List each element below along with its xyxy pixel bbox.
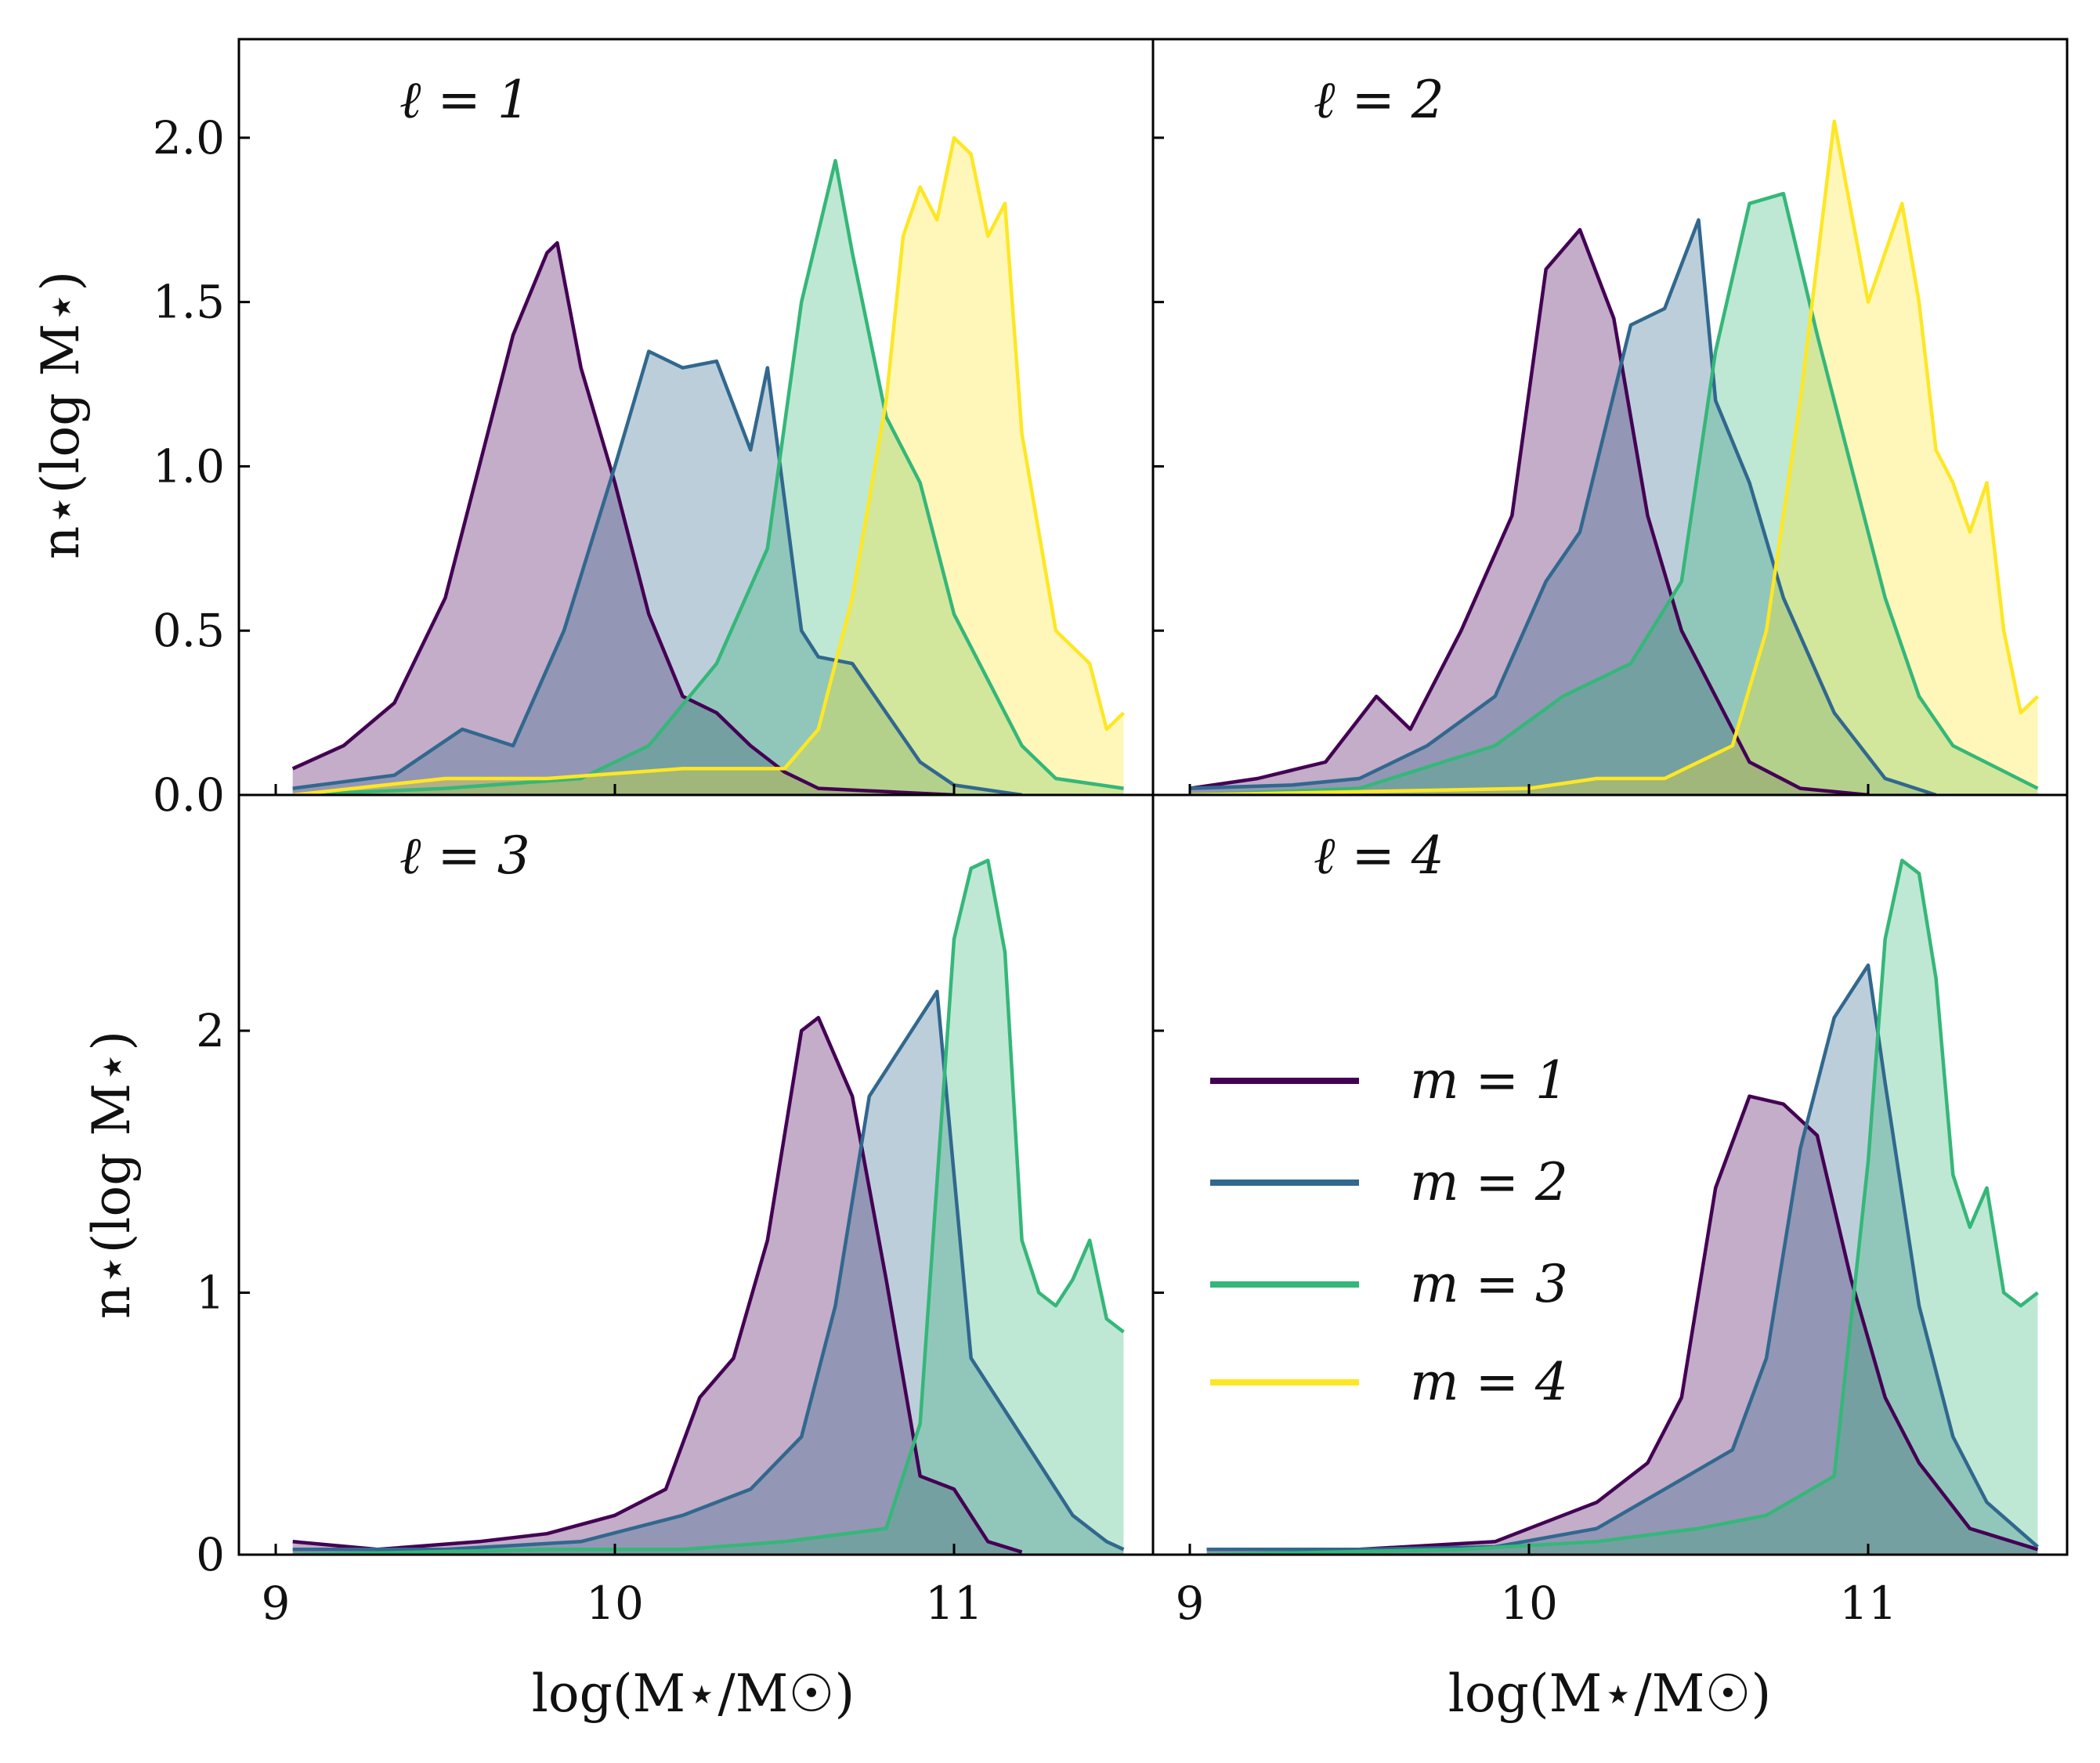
ytick-label-l3-0: 0: [196, 1528, 225, 1581]
panel-l2: ℓ = 2: [1151, 38, 2069, 797]
panel-l1: 0.0 0.5 1.0 1.5 2.0 ℓ = 1: [153, 38, 1155, 822]
legend-label-m3: m = 3: [1410, 1254, 1568, 1314]
xtick-label-l3-10: 10: [586, 1577, 644, 1630]
panel-title-l1: ℓ = 1: [399, 70, 530, 130]
xtick-label-l4-11: 11: [1839, 1577, 1897, 1630]
ytick-label-l3-2: 2: [196, 1004, 225, 1057]
legend-label-m2: m = 2: [1410, 1152, 1568, 1212]
area-l1-m4: [292, 137, 1124, 795]
line-l2-m4: [1189, 119, 2040, 795]
xtick-label-l3-9: 9: [262, 1577, 291, 1630]
line-l4-m3: [1206, 858, 2039, 1555]
panel-l4: 9 10 11 ℓ = 4: [1151, 793, 2069, 1630]
xtick-label-l3-11: 11: [925, 1577, 983, 1630]
plot-area-l4: [1206, 858, 2039, 1555]
area-l1-m2: [292, 351, 1022, 795]
area-l4-m3: [1206, 860, 2038, 1555]
line-l2-m2: [1189, 218, 1937, 795]
panel-l3: 9 10 11 0 1 2 ℓ = 3: [196, 793, 1155, 1630]
area-l4-m2: [1206, 965, 2038, 1555]
line-l1-m4: [292, 135, 1126, 795]
ytick-label-l1-2: 2.0: [153, 111, 225, 164]
line-l4-m1: [1206, 1094, 2039, 1552]
area-l4-m1: [1206, 1096, 2038, 1555]
panel-title-l2: ℓ = 2: [1314, 70, 1444, 130]
ytick-label-l1-1: 1.0: [153, 439, 225, 493]
area-l3-m1: [292, 1017, 1022, 1555]
plot-area-l3: [292, 858, 1125, 1555]
area-l2-m1: [1190, 229, 1868, 795]
plot-area-l2: [1189, 119, 2040, 795]
line-l4-m2: [1206, 963, 2039, 1552]
plot-area-l1: [291, 135, 1126, 795]
line-l1-m1: [291, 240, 955, 795]
xtick-label-l4-9: 9: [1176, 1577, 1205, 1630]
ytick-label-l1-0.5: 0.5: [153, 604, 225, 657]
line-l3-m2: [292, 989, 1125, 1552]
area-l2-m2: [1190, 219, 1936, 795]
x-axis-label-left: log(M⋆/M☉): [532, 1664, 855, 1724]
panel-title-l3: ℓ = 3: [399, 826, 530, 886]
y-axis-label-bottom: n⋆(log M⋆): [81, 1031, 142, 1319]
legend: m = 1 m = 2 m = 3 m = 4: [1210, 1050, 1568, 1412]
y-axis-label-top: n⋆(log M⋆): [31, 271, 91, 559]
line-l2-m1: [1189, 228, 1869, 795]
line-l3-m3: [292, 858, 1125, 1555]
line-l3-m1: [292, 1016, 1023, 1554]
area-l1-m3: [292, 161, 1124, 795]
line-l1-m3: [292, 158, 1124, 795]
legend-label-m1: m = 1: [1410, 1050, 1568, 1111]
area-l2-m4: [1190, 121, 2038, 795]
xtick-label-l4-10: 10: [1500, 1577, 1558, 1630]
legend-label-m4: m = 4: [1410, 1352, 1568, 1412]
area-l2-m3: [1190, 193, 2038, 795]
area-l3-m2: [292, 991, 1124, 1555]
line-l2-m3: [1189, 191, 2039, 795]
ytick-label-l1-0: 0.0: [153, 768, 225, 822]
line-l1-m2: [292, 349, 1022, 795]
panel-title-l4: ℓ = 4: [1314, 826, 1444, 886]
frame-l4: [1151, 793, 2069, 1556]
x-axis-label-right: log(M⋆/M☉): [1448, 1664, 1771, 1724]
ytick-label-l1-1.5: 1.5: [153, 276, 225, 329]
ytick-label-l3-1: 1: [196, 1266, 225, 1320]
